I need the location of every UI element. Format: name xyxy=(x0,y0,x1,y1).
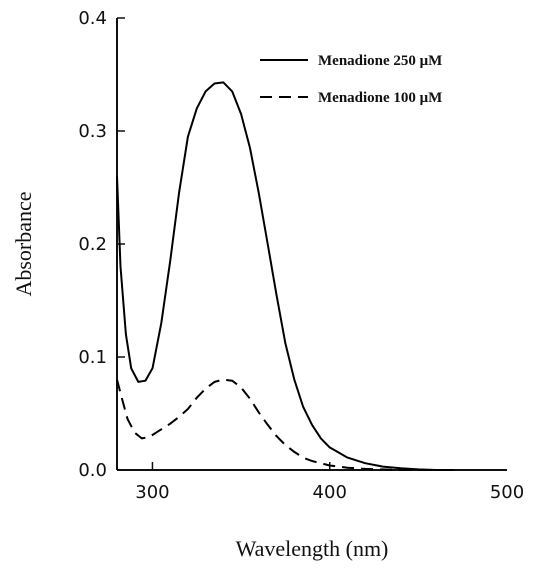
legend-label: Menadione 250 μM xyxy=(318,53,442,69)
x-tick-label: 400 xyxy=(313,482,347,503)
legend: Menadione 250 μM Menadione 100 μM xyxy=(260,53,442,106)
y-tick-label: 0.4 xyxy=(78,8,107,29)
x-tick-label: 300 xyxy=(135,482,169,503)
series-line-100uM xyxy=(116,378,454,471)
y-tick-label: 0.1 xyxy=(78,347,107,368)
y-tick-label: 0.3 xyxy=(78,121,107,142)
x-axis-title: Wavelength (nm) xyxy=(236,536,389,561)
y-tick-label: 0.2 xyxy=(78,234,107,255)
series-layer xyxy=(116,81,454,471)
plot-frame xyxy=(116,18,507,471)
y-axis-ticks: 0.0 0.1 0.2 0.3 0.4 xyxy=(78,8,125,481)
x-tick-label: 500 xyxy=(490,482,524,503)
y-tick-label: 0.0 xyxy=(78,460,107,481)
legend-label: Menadione 100 μM xyxy=(318,90,442,106)
y-axis-title: Absorbance xyxy=(11,191,36,296)
series-line-250uM xyxy=(116,81,454,471)
x-axis-ticks: 300 400 500 xyxy=(135,462,524,503)
